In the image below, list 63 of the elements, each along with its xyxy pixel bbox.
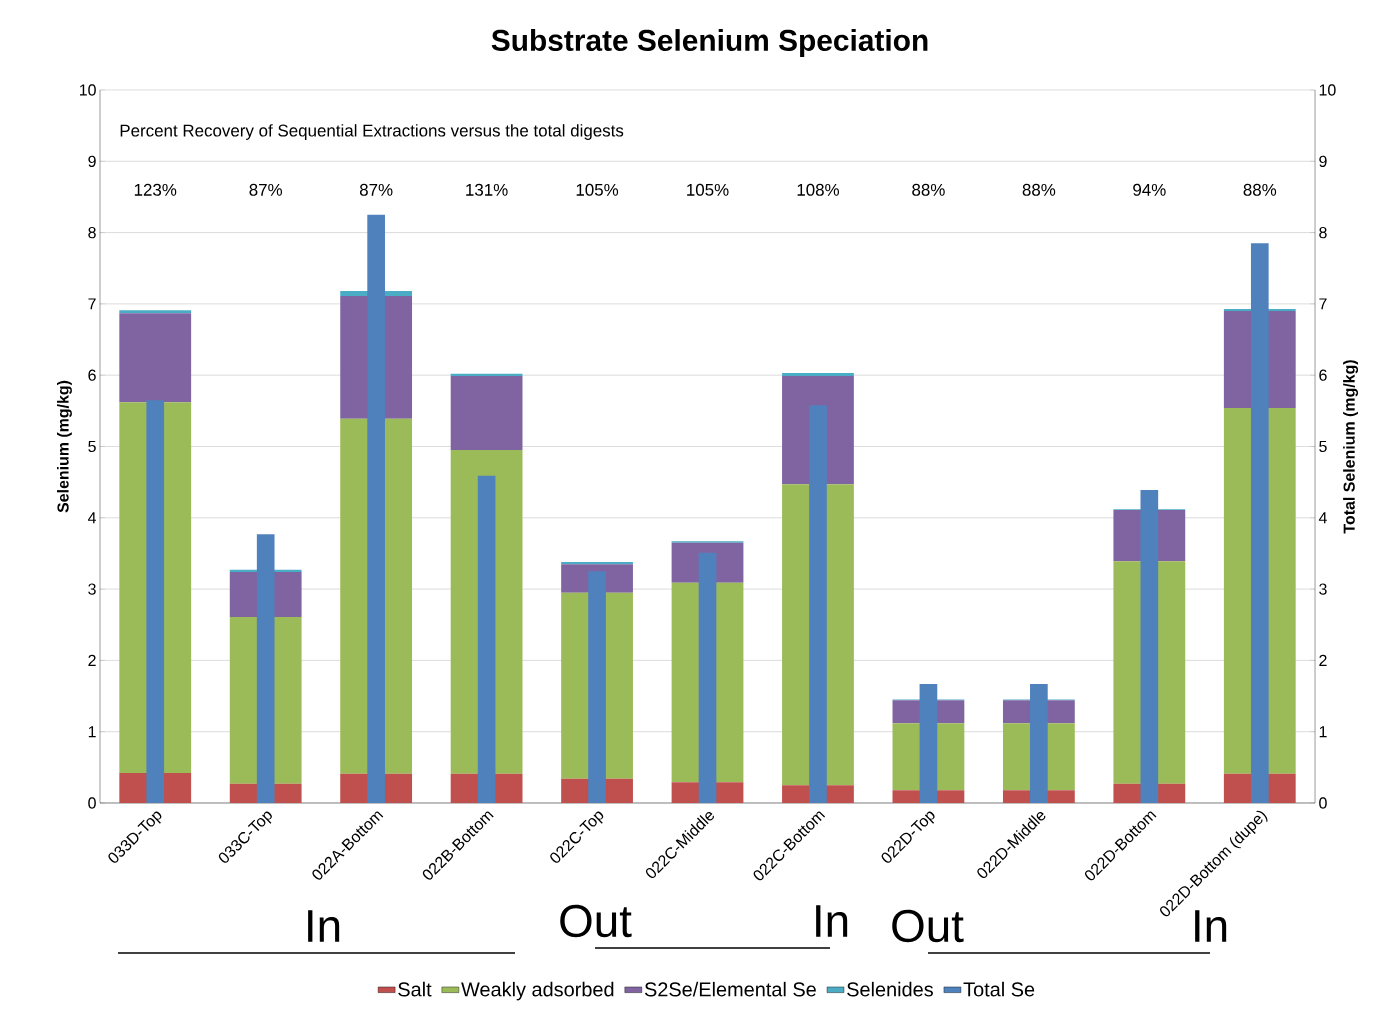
bar	[367, 214, 385, 803]
legend-label: S2Se/Elemental Se	[644, 981, 816, 997]
y-tick-label: 8	[88, 226, 96, 239]
y2-tick-label: 2	[1319, 654, 1327, 666]
y2-tick-label: 5	[1319, 440, 1327, 453]
y-tick-label: 4	[87, 512, 97, 524]
y-tick-label: 10	[79, 84, 96, 96]
chart-title: Substrate Selenium Speciation	[491, 29, 928, 57]
annotation: 123%	[134, 183, 177, 196]
y-tick-label: 6	[88, 369, 96, 381]
y2-axis-title: Total Selenium (mg/kg)	[1343, 360, 1359, 534]
bar	[919, 683, 938, 803]
y-tick-label: 9	[88, 155, 96, 167]
annotation: Percent Recovery of Sequential Extractions versus the total digests	[120, 124, 624, 140]
y2-tick-label: 7	[1319, 298, 1327, 310]
bar	[1140, 489, 1159, 803]
annotation: 88%	[912, 183, 945, 196]
y2-tick-label: 1	[1319, 726, 1327, 738]
annotation: 88%	[1022, 183, 1056, 196]
y-tick-label: 2	[88, 654, 96, 666]
bar	[119, 310, 192, 314]
annotation: 131%	[466, 183, 508, 196]
bar	[119, 313, 192, 403]
text: Out	[892, 909, 964, 943]
legend-label: Salt	[398, 981, 432, 997]
bar	[809, 405, 827, 803]
text: In	[816, 905, 848, 937]
annotation: 87%	[359, 183, 393, 196]
annotation: 105%	[576, 183, 619, 196]
bar	[698, 552, 717, 803]
annotation: 108%	[797, 183, 840, 196]
text: In	[308, 910, 340, 942]
y2-tick-label: 4	[1318, 512, 1327, 524]
y2-tick-label: 9	[1319, 155, 1327, 167]
y-tick-label: 5	[88, 440, 96, 453]
y2-tick-label: 10	[1319, 84, 1336, 96]
y-tick-label: 1	[88, 726, 96, 738]
bar	[450, 375, 523, 451]
bar	[1030, 683, 1048, 803]
annotation: 105%	[687, 183, 729, 196]
annotation: 88%	[1243, 183, 1277, 196]
bar	[561, 562, 633, 565]
bar	[477, 475, 496, 803]
bar	[146, 400, 165, 803]
annotation: 94%	[1133, 183, 1166, 196]
y2-tick-label: 8	[1319, 226, 1327, 239]
y2-tick-label: 3	[1319, 583, 1327, 595]
y-tick-label: 3	[88, 583, 96, 595]
y2-tick-label: 6	[1319, 369, 1327, 381]
bar	[256, 534, 275, 803]
bar	[450, 373, 523, 376]
y-tick-label: 0	[88, 797, 96, 809]
bar	[1250, 243, 1269, 803]
text: Out	[560, 904, 632, 938]
y2-tick-label: 0	[1319, 797, 1327, 809]
y-tick-label: 7	[88, 298, 96, 310]
legend-label: Total Se	[963, 981, 1035, 997]
annotation: 87%	[249, 183, 283, 196]
bar	[782, 373, 854, 376]
legend-label: Selenides	[847, 981, 933, 997]
bar	[588, 571, 606, 803]
legend-label: Weakly adsorbed	[461, 981, 614, 1001]
y-axis-title: Selenium (mg/kg)	[56, 380, 72, 513]
